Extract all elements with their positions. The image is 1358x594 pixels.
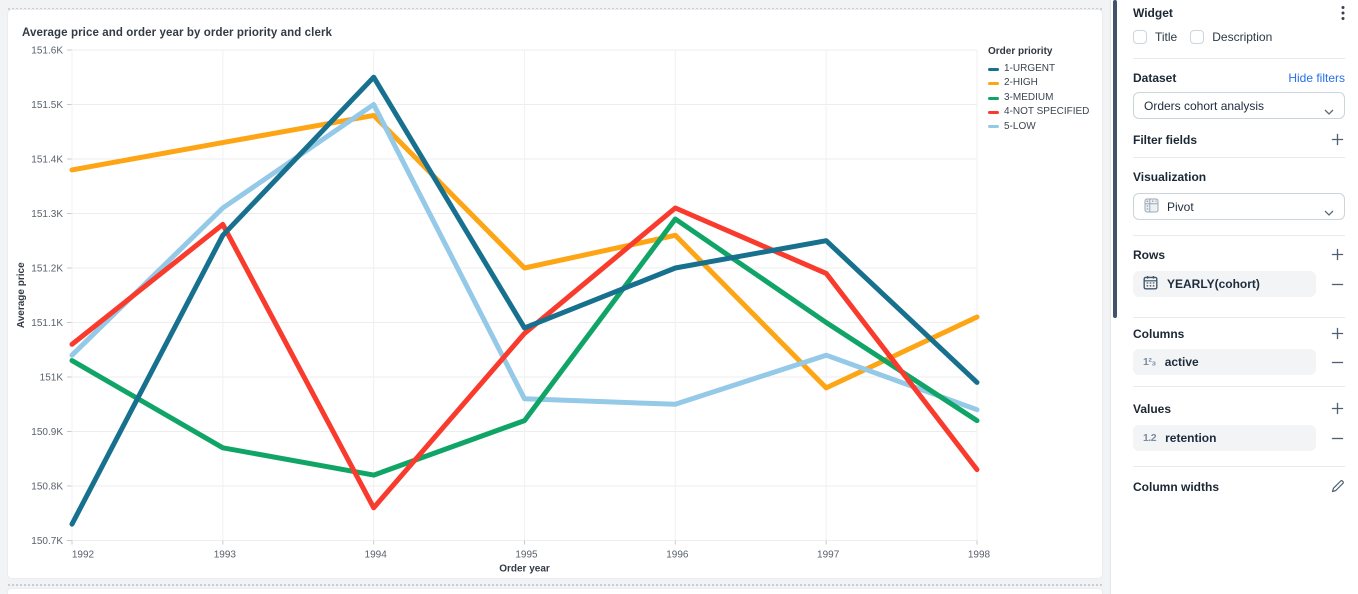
visualization-select-value: Pivot xyxy=(1167,199,1194,214)
rows-field-label: YEARLY(cohort) xyxy=(1167,277,1260,291)
description-checkbox-label: Description xyxy=(1212,30,1273,44)
title-checkbox-label: Title xyxy=(1155,30,1178,44)
checkbox-unchecked-icon[interactable] xyxy=(1133,30,1147,44)
rows-section-label: Rows xyxy=(1133,247,1166,262)
svg-text:150.8K: 150.8K xyxy=(31,482,63,493)
svg-text:150.7K: 150.7K xyxy=(31,536,63,547)
widget-drop-indicator-top xyxy=(8,8,1102,10)
chart-legend: Order priority 1-URGENT 2-HIGH 3-MEDIUM 4-N… xyxy=(988,46,1106,134)
svg-text:Average price: Average price xyxy=(16,262,27,328)
legend-swatch xyxy=(988,125,999,129)
rows-field-pill[interactable]: YEARLY(cohort) xyxy=(1133,271,1316,297)
section-divider xyxy=(1133,317,1345,318)
legend-item[interactable]: 3-MEDIUM xyxy=(988,91,1106,105)
add-filter-field-icon[interactable] xyxy=(1330,132,1345,147)
add-row-field-icon[interactable] xyxy=(1330,247,1345,262)
svg-text:1996: 1996 xyxy=(666,550,689,561)
svg-text:1997: 1997 xyxy=(817,550,840,561)
dataset-select-value: Orders cohort analysis xyxy=(1144,98,1265,113)
remove-row-field-icon[interactable] xyxy=(1330,277,1345,292)
legend-item[interactable]: 2-HIGH xyxy=(988,76,1106,90)
legend-label: 5-LOW xyxy=(1004,120,1036,132)
section-divider xyxy=(1133,235,1345,236)
kebab-menu-icon[interactable] xyxy=(1341,5,1345,21)
widget-drop-indicator-bottom xyxy=(8,584,1102,586)
columns-field-pill[interactable]: 1²₃ active xyxy=(1133,349,1316,375)
visualization-section-label: Visualization xyxy=(1133,170,1207,184)
series-line-1-URGENT[interactable] xyxy=(69,74,980,527)
svg-text:1992: 1992 xyxy=(72,550,95,561)
svg-text:1993: 1993 xyxy=(214,550,237,561)
legend-swatch xyxy=(988,110,999,114)
checkbox-unchecked-icon[interactable] xyxy=(1190,30,1205,44)
dashboard-canvas: Average price and order year by order pr… xyxy=(8,8,1102,594)
section-divider xyxy=(1133,466,1345,467)
legend-item[interactable]: 5-LOW xyxy=(988,120,1106,134)
values-section-label: Values xyxy=(1133,401,1172,416)
svg-text:151.1K: 151.1K xyxy=(31,318,63,329)
pivot-table-icon xyxy=(1144,198,1159,216)
svg-text:151K: 151K xyxy=(40,373,64,384)
legend-label: 2-HIGH xyxy=(1004,77,1038,89)
pencil-icon[interactable] xyxy=(1330,479,1345,494)
remove-value-field-icon[interactable] xyxy=(1330,431,1345,446)
dataset-section-label: Dataset xyxy=(1133,71,1177,85)
legend-items: 1-URGENT 2-HIGH 3-MEDIUM 4-NOT SPECIFIED 5-L… xyxy=(988,62,1106,134)
svg-text:151.4K: 151.4K xyxy=(31,155,63,166)
chevron-down-icon xyxy=(1324,205,1334,219)
add-value-field-icon[interactable] xyxy=(1330,401,1345,416)
legend-swatch xyxy=(988,82,999,86)
filter-fields-section-label: Filter fields xyxy=(1133,132,1198,147)
svg-text:1998: 1998 xyxy=(968,550,991,561)
svg-text:1995: 1995 xyxy=(515,550,538,561)
visualization-select[interactable]: Pivot xyxy=(1133,193,1345,220)
legend-label: 3-MEDIUM xyxy=(1004,91,1054,103)
legend-label: 1-URGENT xyxy=(1004,63,1056,74)
legend-swatch xyxy=(988,67,999,71)
svg-text:151.2K: 151.2K xyxy=(31,264,63,275)
integer-field-icon: 1²₃ xyxy=(1143,356,1156,368)
legend-swatch xyxy=(988,96,999,100)
series-line-4-NOT SPECIFIED[interactable] xyxy=(69,205,980,511)
section-divider xyxy=(1133,157,1345,158)
calendar-icon xyxy=(1143,275,1158,293)
title-checkbox[interactable]: Title xyxy=(1133,30,1177,44)
panel-title: Widget xyxy=(1133,6,1173,20)
remove-column-field-icon[interactable] xyxy=(1330,355,1345,370)
svg-text:Order year: Order year xyxy=(499,564,550,575)
series-line-3-MEDIUM[interactable] xyxy=(69,216,980,478)
values-field-pill[interactable]: 1.2 retention xyxy=(1133,425,1316,451)
panel-scrollbar[interactable] xyxy=(1113,0,1117,318)
svg-text:151.3K: 151.3K xyxy=(31,209,63,220)
decimal-field-icon: 1.2 xyxy=(1143,432,1157,444)
section-divider xyxy=(1133,386,1345,387)
legend-label: 4-NOT SPECIFIED xyxy=(1004,106,1090,118)
series-line-2-HIGH[interactable] xyxy=(69,112,980,391)
description-checkbox[interactable]: Description xyxy=(1190,30,1272,44)
legend-item[interactable]: 4-NOT SPECIFIED xyxy=(988,105,1106,119)
svg-text:151.6K: 151.6K xyxy=(31,46,63,57)
svg-text:151.5K: 151.5K xyxy=(31,100,63,111)
columns-section-label: Columns xyxy=(1133,326,1185,341)
chart-title: Average price and order year by order pr… xyxy=(22,27,333,39)
chevron-down-icon xyxy=(1324,104,1334,118)
section-divider xyxy=(1133,58,1345,59)
series-line-5-LOW[interactable] xyxy=(69,102,980,413)
line-chart[interactable]: 151.6K 151.5K 151.4K 151.3K 151.2K 151.1K 151K… xyxy=(8,10,1102,578)
columns-field-label: active xyxy=(1164,355,1199,369)
svg-text:150.9K: 150.9K xyxy=(31,427,63,438)
legend-item[interactable]: 1-URGENT xyxy=(988,62,1106,76)
dataset-select[interactable]: Orders cohort analysis xyxy=(1133,92,1345,119)
column-widths-section-label: Column widths xyxy=(1133,479,1219,494)
svg-text:1994: 1994 xyxy=(365,550,388,561)
next-widget-card-partial xyxy=(8,589,1102,594)
values-field-label: retention xyxy=(1165,431,1217,445)
chart-widget-card[interactable]: Average price and order year by order pr… xyxy=(8,10,1102,578)
add-column-field-icon[interactable] xyxy=(1330,326,1345,341)
legend-title: Order priority xyxy=(988,46,1053,57)
widget-settings-panel: Widget Title Description Dataset Hide fi… xyxy=(1110,0,1358,594)
hide-filters-link[interactable]: Hide filters xyxy=(1288,71,1345,85)
